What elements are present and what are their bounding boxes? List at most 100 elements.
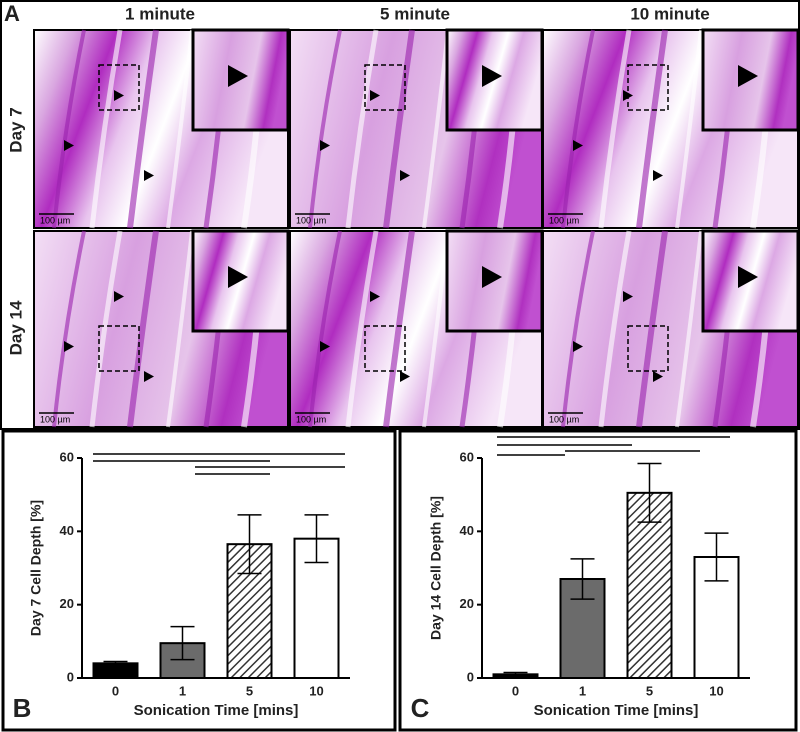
arrowhead [144, 371, 154, 382]
scale-bar-label: 100 µm [549, 414, 579, 424]
bar [626, 491, 673, 680]
arrowhead [482, 266, 502, 288]
x-tick-label: 5 [646, 683, 653, 698]
tissue-fold [308, 29, 342, 229]
error-bar [170, 625, 195, 661]
micrographs: 100 µm 100 µm 100 µm 100 µm 100 µm 100 µm [33, 28, 800, 428]
arrowhead [370, 90, 380, 101]
tissue-fold [422, 230, 450, 428]
tissue-fold [675, 230, 703, 428]
scale-bar-label: 100 µm [296, 414, 326, 424]
arrowhead [228, 266, 248, 288]
panel-label: B [13, 693, 32, 723]
row-header: Day 7 [6, 107, 25, 152]
tissue-fold [675, 29, 703, 229]
arrowhead [64, 140, 74, 151]
inset-region [364, 64, 406, 111]
tissue-fold [598, 230, 632, 428]
inset-region [98, 325, 140, 372]
x-tick-label: 10 [309, 683, 323, 698]
x-tick-label: 1 [179, 683, 186, 698]
arrowhead [738, 65, 758, 87]
x-tick-label: 1 [579, 683, 586, 698]
arrowhead [623, 291, 633, 302]
arrowhead [400, 170, 410, 181]
tissue-fold [598, 29, 632, 229]
x-tick-label: 0 [512, 683, 519, 698]
x-tick-label: 0 [112, 683, 119, 698]
arrowhead [114, 291, 124, 302]
arrowhead [573, 140, 583, 151]
tissue-fold [127, 230, 159, 428]
scale-bar-label: 100 µm [549, 215, 579, 225]
inset-region [627, 64, 669, 111]
tissue-fold [166, 29, 194, 229]
arrowhead [370, 291, 380, 302]
arrowhead [482, 65, 502, 87]
significance-lines [497, 436, 730, 456]
error-bar [637, 462, 662, 523]
arrowhead [653, 170, 663, 181]
x-axis-label: Sonication Time [mins] [134, 702, 299, 719]
arrowhead [653, 371, 663, 382]
arrowhead [400, 371, 410, 382]
significance-lines [93, 453, 345, 475]
y-axis-label: Day 14 Cell Depth [%] [428, 496, 444, 640]
row-header: Day 14 [6, 300, 25, 355]
scale-bar-label: 100 µm [40, 414, 70, 424]
error-bar [503, 671, 528, 677]
tissue-fold [561, 230, 595, 428]
y-tick-label: 20 [60, 596, 74, 611]
panel-label: C [411, 693, 430, 723]
tissue-fold [383, 230, 415, 428]
tissue-fold [52, 29, 86, 229]
y-tick-label: 0 [67, 669, 74, 684]
arrowhead [228, 65, 248, 87]
arrowhead [738, 266, 758, 288]
inset-region [627, 325, 669, 372]
error-bar [704, 532, 729, 582]
error-bar [103, 660, 128, 666]
column-header: 10 minute [630, 4, 709, 23]
arrowhead [64, 341, 74, 352]
tissue-fold [127, 29, 159, 229]
tissue-fold [89, 230, 123, 428]
arrowhead [320, 341, 330, 352]
tissue-fold [345, 230, 379, 428]
error-bar [237, 514, 262, 575]
tissue-fold [383, 29, 415, 229]
arrowhead [623, 90, 633, 101]
tissue-fold [89, 29, 123, 229]
y-tick-label: 0 [467, 669, 474, 684]
column-header: 5 minute [380, 4, 450, 23]
arrowhead [573, 341, 583, 352]
tissue-fold [422, 29, 450, 229]
tissue-fold [636, 29, 668, 229]
tissue-fold [561, 29, 595, 229]
scale-bar-label: 100 µm [296, 215, 326, 225]
y-axis-label: Day 7 Cell Depth [%] [28, 500, 44, 636]
tissue-fold [166, 230, 194, 428]
y-tick-label: 20 [460, 596, 474, 611]
tissue-fold [636, 230, 668, 428]
y-tick-label: 60 [60, 449, 74, 464]
x-tick-label: 10 [709, 683, 723, 698]
error-bar [304, 514, 329, 564]
error-bar [570, 558, 595, 600]
column-header: 1 minute [125, 4, 195, 23]
tissue-fold [308, 230, 342, 428]
arrowhead [114, 90, 124, 101]
tissue-fold [345, 29, 379, 229]
y-tick-label: 60 [460, 449, 474, 464]
inset-region [364, 325, 406, 372]
tissue-fold [52, 230, 86, 428]
y-tick-label: 40 [460, 523, 474, 538]
panel-label: A [4, 1, 20, 26]
arrowhead [320, 140, 330, 151]
arrowhead [144, 170, 154, 181]
scale-bar-label: 100 µm [40, 215, 70, 225]
x-axis-label: Sonication Time [mins] [534, 702, 699, 719]
y-tick-label: 40 [60, 523, 74, 538]
x-tick-label: 5 [246, 683, 253, 698]
